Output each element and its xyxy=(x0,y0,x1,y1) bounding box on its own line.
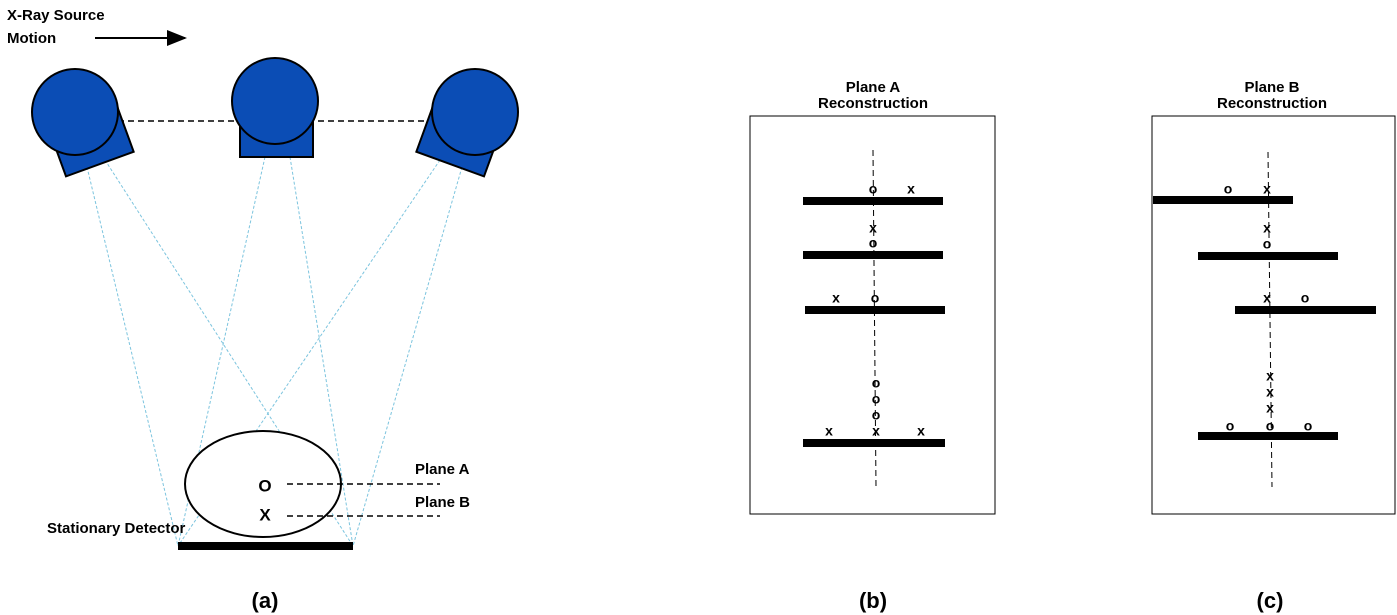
marker: o xyxy=(871,290,880,306)
bar xyxy=(1235,306,1376,314)
marker: o xyxy=(1263,236,1272,252)
source-label: X-Ray Source xyxy=(7,7,105,24)
bar xyxy=(803,439,945,447)
caption: (c) xyxy=(1257,588,1284,613)
plane-label: Plane A xyxy=(415,461,470,478)
marker: o xyxy=(872,375,881,391)
bar xyxy=(1153,196,1293,204)
frame xyxy=(750,116,995,514)
panel-title: Plane A xyxy=(846,79,901,96)
marker: x xyxy=(1263,220,1271,236)
detector-label: Stationary Detector xyxy=(47,520,186,537)
source xyxy=(232,58,318,144)
diagram: X-Ray Source Motion O X Plane A Plane B … xyxy=(0,0,1397,615)
caption: (a) xyxy=(252,588,279,613)
marker: x xyxy=(1263,290,1271,306)
panel-title: Reconstruction xyxy=(818,95,928,112)
source xyxy=(432,69,518,155)
marker: x xyxy=(917,423,925,439)
marker: x xyxy=(869,220,877,236)
object-label: X xyxy=(259,505,271,524)
source-label: Motion xyxy=(7,30,56,47)
marker: x xyxy=(1266,400,1274,416)
marker: o xyxy=(1224,181,1233,197)
marker: x xyxy=(832,290,840,306)
panel-title: Plane B xyxy=(1244,79,1299,96)
panel-a: X-Ray Source Motion O X Plane A Plane B … xyxy=(7,7,518,613)
bar xyxy=(1198,252,1338,260)
marker: o xyxy=(869,181,878,197)
marker: x xyxy=(1266,368,1274,384)
bar xyxy=(803,197,943,205)
marker: o xyxy=(1304,418,1313,434)
detector xyxy=(178,542,353,550)
marker: o xyxy=(872,407,881,423)
caption: (b) xyxy=(859,588,887,613)
marker: o xyxy=(869,235,878,251)
bar xyxy=(805,306,945,314)
marker: x xyxy=(872,423,880,439)
marker: o xyxy=(1266,418,1275,434)
ray xyxy=(353,167,462,546)
marker: o xyxy=(1301,290,1310,306)
panel-title: Reconstruction xyxy=(1217,95,1327,112)
bar xyxy=(803,251,943,259)
ray xyxy=(87,167,178,546)
marker: x xyxy=(1266,384,1274,400)
marker: x xyxy=(825,423,833,439)
marker: x xyxy=(1263,181,1271,197)
object-label: O xyxy=(258,476,271,495)
marker: o xyxy=(872,391,881,407)
source xyxy=(32,69,118,155)
marker: x xyxy=(907,181,915,197)
plane-label: Plane B xyxy=(415,494,470,511)
marker: o xyxy=(1226,418,1235,434)
frame xyxy=(1152,116,1395,514)
